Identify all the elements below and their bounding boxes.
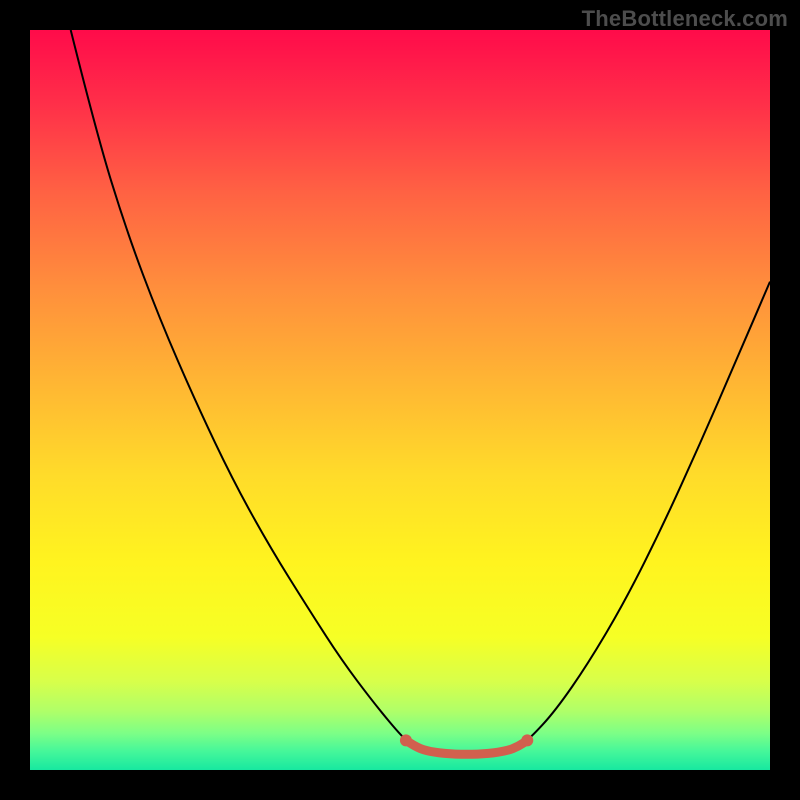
watermark-text: TheBottleneck.com xyxy=(582,6,788,32)
chart-frame: TheBottleneck.com xyxy=(0,0,800,800)
valley-marker xyxy=(30,30,770,770)
plot-area xyxy=(30,30,770,770)
